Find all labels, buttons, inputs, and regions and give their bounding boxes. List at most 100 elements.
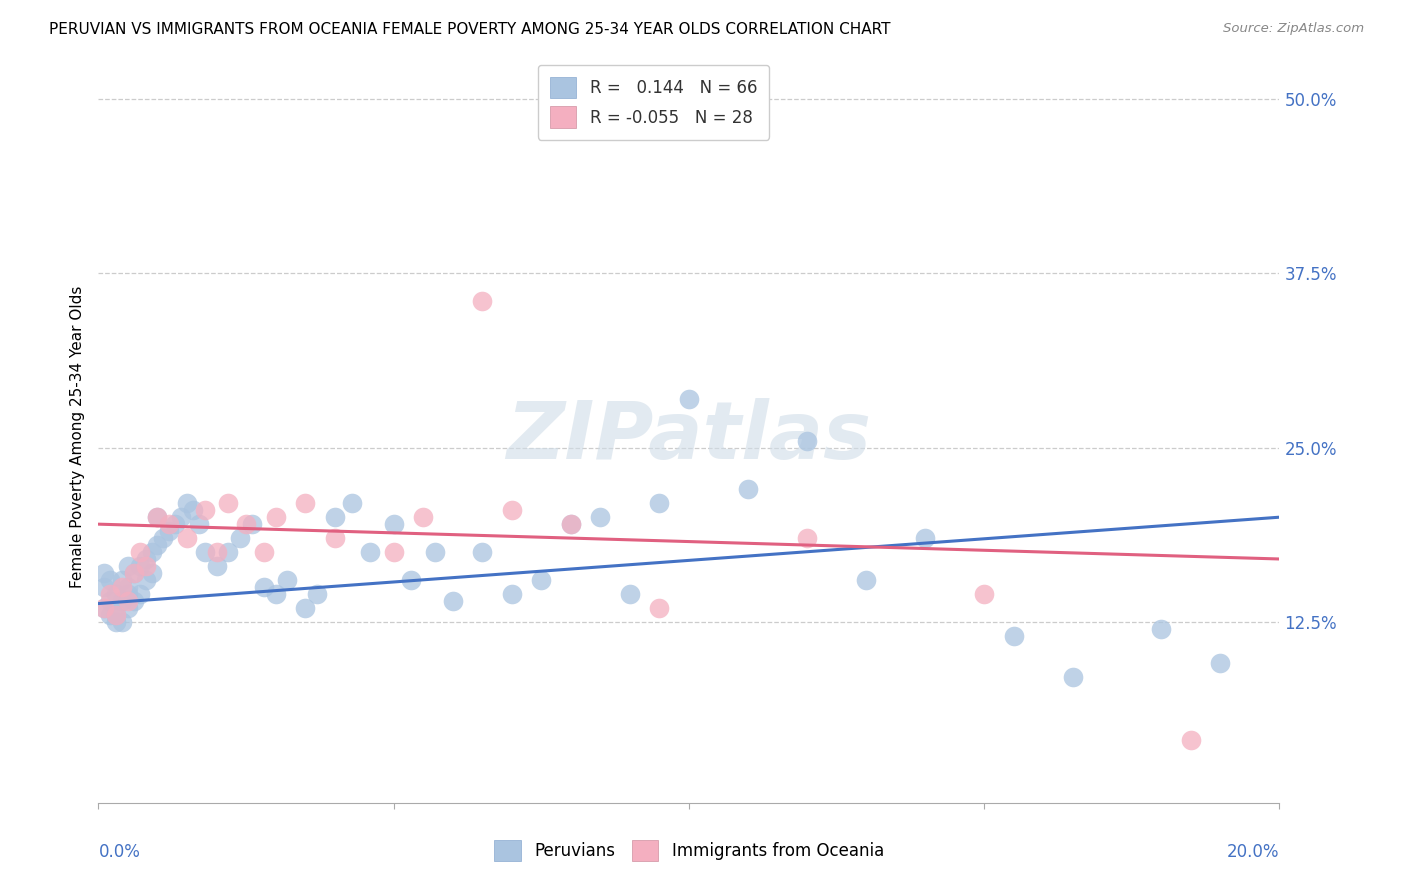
Point: [93, 580, 115, 594]
Point: [146, 538, 169, 552]
Point: [1062, 670, 1084, 684]
Point: [342, 496, 364, 510]
Point: [205, 545, 228, 559]
Point: [240, 517, 263, 532]
Point: [471, 294, 494, 309]
Text: ZIPatlas: ZIPatlas: [506, 398, 872, 476]
Point: [105, 607, 128, 622]
Point: [264, 587, 287, 601]
Point: [117, 594, 139, 608]
Point: [122, 566, 145, 580]
Point: [205, 558, 228, 573]
Point: [217, 545, 239, 559]
Point: [501, 503, 523, 517]
Point: [294, 496, 316, 510]
Point: [157, 524, 180, 538]
Point: [98, 587, 121, 601]
Point: [135, 552, 157, 566]
Point: [560, 517, 582, 532]
Point: [146, 510, 169, 524]
Text: Source: ZipAtlas.com: Source: ZipAtlas.com: [1223, 22, 1364, 36]
Point: [122, 594, 145, 608]
Point: [176, 531, 198, 545]
Point: [229, 531, 252, 545]
Point: [382, 517, 405, 532]
Point: [105, 607, 128, 622]
Point: [105, 615, 128, 629]
Point: [93, 600, 115, 615]
Point: [619, 587, 641, 601]
Point: [128, 545, 150, 559]
Point: [146, 510, 169, 524]
Point: [235, 517, 257, 532]
Point: [294, 600, 316, 615]
Point: [128, 558, 150, 573]
Point: [648, 600, 671, 615]
Point: [678, 392, 700, 406]
Point: [441, 594, 464, 608]
Point: [1209, 657, 1232, 671]
Point: [111, 580, 134, 594]
Point: [530, 573, 553, 587]
Point: [141, 566, 163, 580]
Point: [1150, 622, 1173, 636]
Point: [141, 545, 163, 559]
Point: [98, 607, 121, 622]
Point: [194, 545, 217, 559]
Point: [305, 587, 328, 601]
Point: [170, 510, 193, 524]
Point: [98, 573, 121, 587]
Text: 20.0%: 20.0%: [1227, 843, 1279, 861]
Point: [176, 496, 198, 510]
Point: [187, 517, 209, 532]
Point: [152, 531, 174, 545]
Point: [796, 531, 818, 545]
Point: [128, 587, 150, 601]
Text: 0.0%: 0.0%: [98, 843, 141, 861]
Point: [117, 587, 139, 601]
Point: [323, 510, 346, 524]
Point: [105, 587, 128, 601]
Point: [194, 503, 217, 517]
Point: [93, 566, 115, 580]
Point: [382, 545, 405, 559]
Point: [501, 587, 523, 601]
Point: [973, 587, 995, 601]
Point: [253, 545, 276, 559]
Point: [93, 600, 115, 615]
Point: [412, 510, 434, 524]
Point: [117, 580, 139, 594]
Point: [181, 503, 204, 517]
Point: [1180, 733, 1202, 747]
Point: [157, 517, 180, 532]
Point: [135, 573, 157, 587]
Point: [914, 531, 936, 545]
Point: [98, 594, 121, 608]
Point: [1002, 629, 1025, 643]
Legend: Peruvians, Immigrants from Oceania: Peruvians, Immigrants from Oceania: [488, 833, 890, 868]
Point: [111, 573, 134, 587]
Point: [253, 580, 276, 594]
Point: [122, 566, 145, 580]
Point: [111, 594, 134, 608]
Point: [135, 558, 157, 573]
Point: [323, 531, 346, 545]
Point: [648, 496, 671, 510]
Point: [796, 434, 818, 448]
Text: PERUVIAN VS IMMIGRANTS FROM OCEANIA FEMALE POVERTY AMONG 25-34 YEAR OLDS CORRELA: PERUVIAN VS IMMIGRANTS FROM OCEANIA FEMA…: [49, 22, 891, 37]
Point: [359, 545, 381, 559]
Point: [589, 510, 612, 524]
Point: [276, 573, 298, 587]
Point: [855, 573, 877, 587]
Point: [471, 545, 494, 559]
Point: [737, 483, 759, 497]
Point: [111, 615, 134, 629]
Point: [117, 558, 139, 573]
Point: [560, 517, 582, 532]
Point: [264, 510, 287, 524]
Point: [165, 517, 187, 532]
Point: [401, 573, 423, 587]
Point: [117, 600, 139, 615]
Point: [217, 496, 239, 510]
Point: [423, 545, 446, 559]
